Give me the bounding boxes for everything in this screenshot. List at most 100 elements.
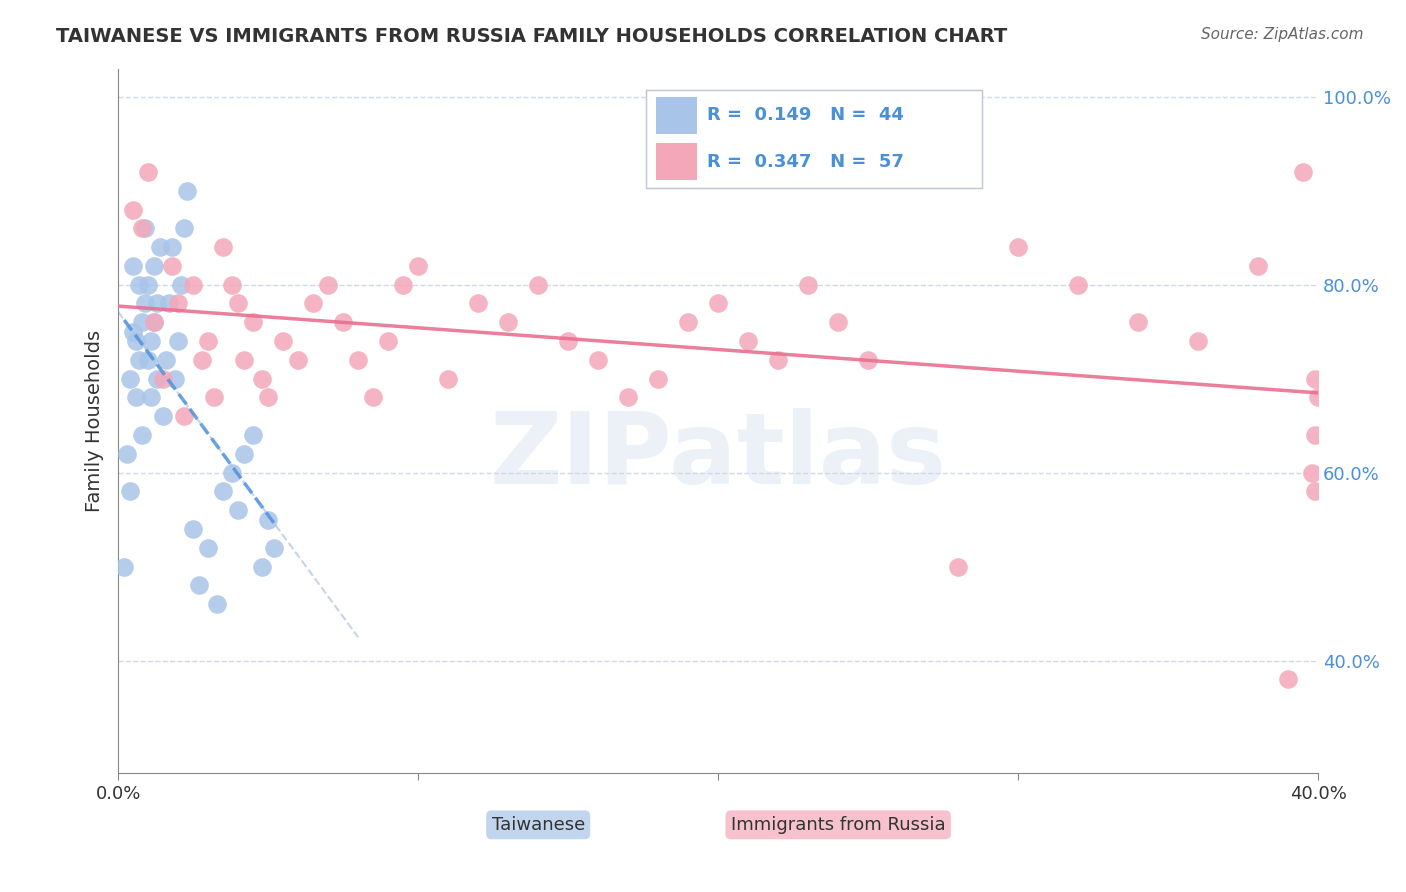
Point bbox=[226, 503, 249, 517]
Point bbox=[1277, 673, 1299, 687]
Point bbox=[221, 277, 243, 292]
Point bbox=[676, 315, 699, 329]
Point bbox=[143, 259, 166, 273]
Point bbox=[1247, 259, 1270, 273]
Text: TAIWANESE VS IMMIGRANTS FROM RUSSIA FAMILY HOUSEHOLDS CORRELATION CHART: TAIWANESE VS IMMIGRANTS FROM RUSSIA FAMI… bbox=[56, 27, 1008, 45]
Point bbox=[152, 409, 174, 424]
Point bbox=[257, 513, 280, 527]
Point bbox=[125, 391, 148, 405]
Point bbox=[233, 352, 256, 367]
Point bbox=[1301, 466, 1323, 480]
Point bbox=[136, 352, 159, 367]
Point bbox=[647, 372, 669, 386]
Point bbox=[146, 296, 169, 310]
Point bbox=[586, 352, 609, 367]
Point bbox=[1308, 391, 1330, 405]
Point bbox=[332, 315, 354, 329]
Point bbox=[226, 296, 249, 310]
Point bbox=[617, 391, 640, 405]
Point bbox=[212, 484, 235, 499]
Point bbox=[143, 315, 166, 329]
Point bbox=[188, 578, 211, 592]
Point bbox=[797, 277, 820, 292]
Point bbox=[263, 541, 285, 555]
Point bbox=[160, 259, 183, 273]
Point bbox=[496, 315, 519, 329]
Point bbox=[143, 315, 166, 329]
Point bbox=[165, 372, 187, 386]
Point bbox=[946, 559, 969, 574]
Point bbox=[827, 315, 849, 329]
Point bbox=[361, 391, 384, 405]
Text: Source: ZipAtlas.com: Source: ZipAtlas.com bbox=[1201, 27, 1364, 42]
Point bbox=[120, 484, 142, 499]
Point bbox=[212, 240, 235, 254]
Point bbox=[205, 597, 228, 611]
Point bbox=[1007, 240, 1029, 254]
Point bbox=[1303, 372, 1326, 386]
Point bbox=[737, 334, 759, 348]
Point bbox=[134, 296, 156, 310]
Point bbox=[242, 428, 264, 442]
Point bbox=[1067, 277, 1090, 292]
Point bbox=[202, 391, 225, 405]
Point bbox=[221, 466, 243, 480]
Point bbox=[347, 352, 370, 367]
Text: Taiwanese: Taiwanese bbox=[492, 816, 585, 834]
Point bbox=[146, 372, 169, 386]
Point bbox=[160, 240, 183, 254]
Point bbox=[136, 277, 159, 292]
Point bbox=[377, 334, 399, 348]
Point bbox=[131, 428, 153, 442]
Point bbox=[181, 277, 204, 292]
Point bbox=[1126, 315, 1149, 329]
Point bbox=[302, 296, 325, 310]
Point bbox=[131, 221, 153, 235]
Point bbox=[197, 541, 219, 555]
Point bbox=[856, 352, 879, 367]
Point bbox=[1303, 428, 1326, 442]
Point bbox=[1292, 165, 1315, 179]
Point bbox=[197, 334, 219, 348]
Point bbox=[1303, 484, 1326, 499]
Point bbox=[242, 315, 264, 329]
Point bbox=[122, 202, 145, 217]
Point bbox=[157, 296, 180, 310]
Point bbox=[392, 277, 415, 292]
Point bbox=[112, 559, 135, 574]
Point bbox=[257, 391, 280, 405]
Point bbox=[149, 240, 172, 254]
Point bbox=[287, 352, 309, 367]
Point bbox=[173, 409, 195, 424]
Point bbox=[167, 334, 190, 348]
Point bbox=[766, 352, 789, 367]
Point bbox=[437, 372, 460, 386]
Point bbox=[136, 165, 159, 179]
Point bbox=[250, 559, 273, 574]
Point bbox=[131, 315, 153, 329]
Point bbox=[1187, 334, 1209, 348]
Point bbox=[316, 277, 339, 292]
Point bbox=[120, 372, 142, 386]
Point bbox=[122, 259, 145, 273]
Y-axis label: Family Households: Family Households bbox=[86, 330, 104, 512]
Text: Immigrants from Russia: Immigrants from Russia bbox=[731, 816, 945, 834]
Point bbox=[141, 391, 163, 405]
Point bbox=[134, 221, 156, 235]
Point bbox=[170, 277, 193, 292]
Point bbox=[250, 372, 273, 386]
Point bbox=[557, 334, 579, 348]
Point bbox=[406, 259, 429, 273]
Text: ZIPatlas: ZIPatlas bbox=[489, 408, 946, 505]
Point bbox=[128, 277, 150, 292]
Point bbox=[141, 334, 163, 348]
Point bbox=[527, 277, 550, 292]
Point bbox=[467, 296, 489, 310]
Point bbox=[176, 184, 198, 198]
Point bbox=[122, 325, 145, 339]
Point bbox=[152, 372, 174, 386]
Point bbox=[191, 352, 214, 367]
Point bbox=[173, 221, 195, 235]
Point bbox=[155, 352, 177, 367]
Point bbox=[115, 447, 138, 461]
